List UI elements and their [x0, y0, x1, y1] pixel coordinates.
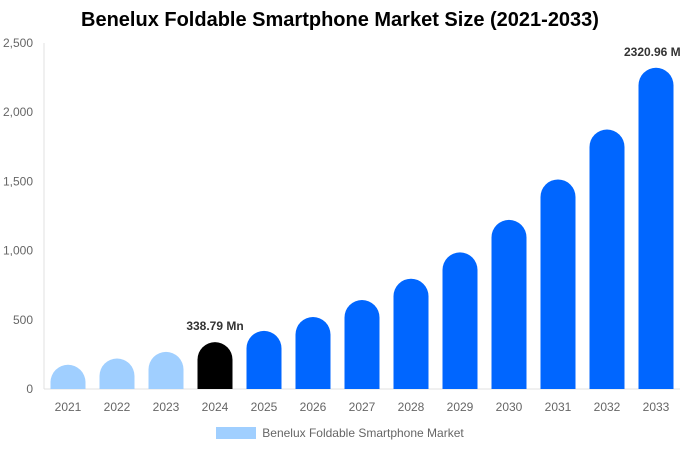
bar-2025	[246, 330, 282, 389]
bar-2027	[344, 300, 380, 389]
legend-swatch	[216, 427, 257, 439]
bar-2033	[638, 67, 674, 389]
y-tick-label: 2,500	[3, 36, 33, 50]
x-tick-label: 2023	[153, 400, 180, 414]
data-label: 2320.96 Mn	[624, 45, 680, 59]
x-tick-label: 2031	[545, 400, 572, 414]
data-label: 338.79 Mn	[186, 319, 243, 333]
bar-2030	[491, 219, 527, 389]
bar-2031	[540, 179, 576, 389]
x-tick-label: 2030	[496, 400, 523, 414]
bar-2023	[148, 351, 184, 389]
y-tick-label: 1,000	[3, 244, 33, 258]
y-tick-label: 0	[26, 382, 33, 396]
bar-2026	[295, 317, 331, 389]
chart-title: Benelux Foldable Smartphone Market Size …	[81, 9, 599, 31]
bar-2032	[589, 129, 625, 389]
bar-2021	[50, 364, 86, 389]
bar-2028	[393, 278, 429, 389]
x-tick-label: 2021	[55, 400, 82, 414]
x-tick-label: 2029	[447, 400, 474, 414]
legend-label: Benelux Foldable Smartphone Market	[262, 426, 464, 440]
bar-chart: 0 500 1,000 1,500 2,000 2,500 2021 2022 2023 2024…	[3, 36, 680, 414]
bar-2024	[197, 342, 233, 389]
x-tick-label: 2032	[594, 400, 621, 414]
x-tick-label: 2033	[643, 400, 670, 414]
y-tick-label: 1,500	[3, 174, 33, 188]
y-tick-label: 500	[13, 313, 33, 327]
x-tick-label: 2028	[398, 400, 425, 414]
x-tick-label: 2025	[251, 400, 278, 414]
legend: Benelux Foldable Smartphone Market	[0, 426, 680, 440]
x-tick-label: 2024	[202, 400, 229, 414]
y-tick-label: 2,000	[3, 105, 33, 119]
x-tick-label: 2022	[104, 400, 131, 414]
x-tick-label: 2027	[349, 400, 376, 414]
bar-2022	[99, 358, 135, 389]
bar-2029	[442, 252, 478, 389]
x-tick-label: 2026	[300, 400, 327, 414]
